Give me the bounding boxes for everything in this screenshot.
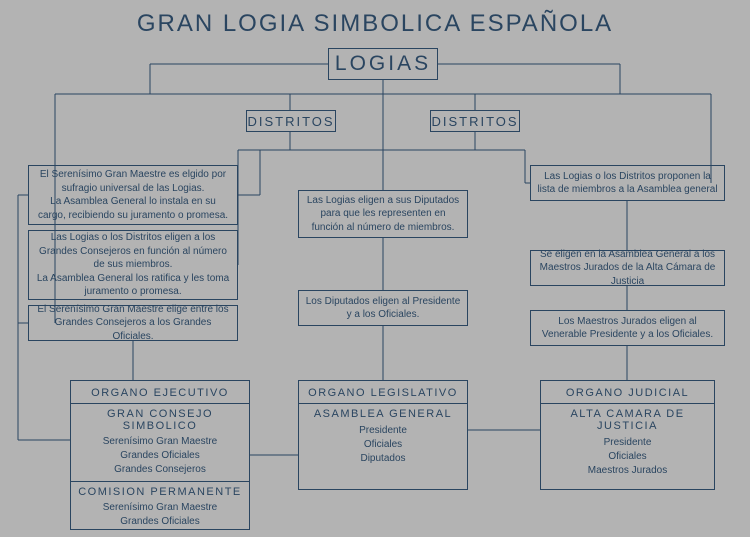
- ejecutivo-sub2-title: COMISION PERMANENTE: [78, 486, 242, 498]
- ejecutivo-title: ORGANO EJECUTIVO: [91, 387, 229, 399]
- center-box-2: Los Diputados eligen al Presidente y a l…: [298, 290, 468, 326]
- left-box-3: El Serenísimo Gran Maestre elige entre l…: [28, 305, 238, 341]
- right-box-3: Los Maestros Jurados eligen al Venerable…: [530, 310, 725, 346]
- judicial-line1: Oficiales: [608, 450, 646, 464]
- organo-judicial: ORGANO JUDICIAL ALTA CAMARA DE JUSTICIA …: [540, 380, 715, 490]
- ejecutivo-sub1-line0: Serenísimo Gran Maestre: [103, 435, 218, 449]
- distritos-left: DISTRITOS: [246, 110, 336, 132]
- center-box-1: Las Logias eligen a sus Diputados para q…: [298, 190, 468, 238]
- organo-ejecutivo: ORGANO EJECUTIVO GRAN CONSEJO SIMBOLICO …: [70, 380, 250, 530]
- legislativo-sub-title: ASAMBLEA GENERAL: [314, 408, 452, 420]
- legislativo-title: ORGANO LEGISLATIVO: [308, 387, 458, 399]
- main-title: GRAN LOGIA SIMBOLICA ESPAÑOLA: [0, 10, 750, 38]
- left-box-1: El Serenísimo Gran Maestre es elgido por…: [28, 165, 238, 225]
- ejecutivo-sub1-line2: Grandes Consejeros: [114, 463, 206, 477]
- organo-legislativo: ORGANO LEGISLATIVO ASAMBLEA GENERAL Pres…: [298, 380, 468, 490]
- legislativo-line1: Oficiales: [364, 438, 402, 452]
- ejecutivo-sub2-line1: Grandes Oficiales: [120, 515, 199, 529]
- distritos-left-label: DISTRITOS: [247, 114, 334, 129]
- ejecutivo-sub2-line0: Serenísimo Gran Maestre: [103, 501, 218, 515]
- judicial-line0: Presidente: [604, 436, 652, 450]
- judicial-line2: Maestros Jurados: [588, 464, 667, 478]
- right-box-2: Se eligen en la Asamblea General a los M…: [530, 250, 725, 286]
- legislativo-line0: Presidente: [359, 424, 407, 438]
- logias-label: LOGIAS: [335, 52, 431, 76]
- ejecutivo-sub1-title: GRAN CONSEJO SIMBOLICO: [71, 408, 249, 432]
- judicial-sub-title: ALTA CAMARA DE JUSTICIA: [541, 408, 714, 432]
- ejecutivo-sub1-line1: Grandes Oficiales: [120, 449, 199, 463]
- distritos-right-label: DISTRITOS: [431, 114, 518, 129]
- legislativo-line2: Diputados: [360, 452, 405, 466]
- judicial-title: ORGANO JUDICIAL: [566, 387, 689, 399]
- logias-box: LOGIAS: [328, 48, 438, 80]
- left-box-2: Las Logias o los Distritos eligen a los …: [28, 230, 238, 300]
- distritos-right: DISTRITOS: [430, 110, 520, 132]
- right-box-1: Las Logias o los Distritos proponen la l…: [530, 165, 725, 201]
